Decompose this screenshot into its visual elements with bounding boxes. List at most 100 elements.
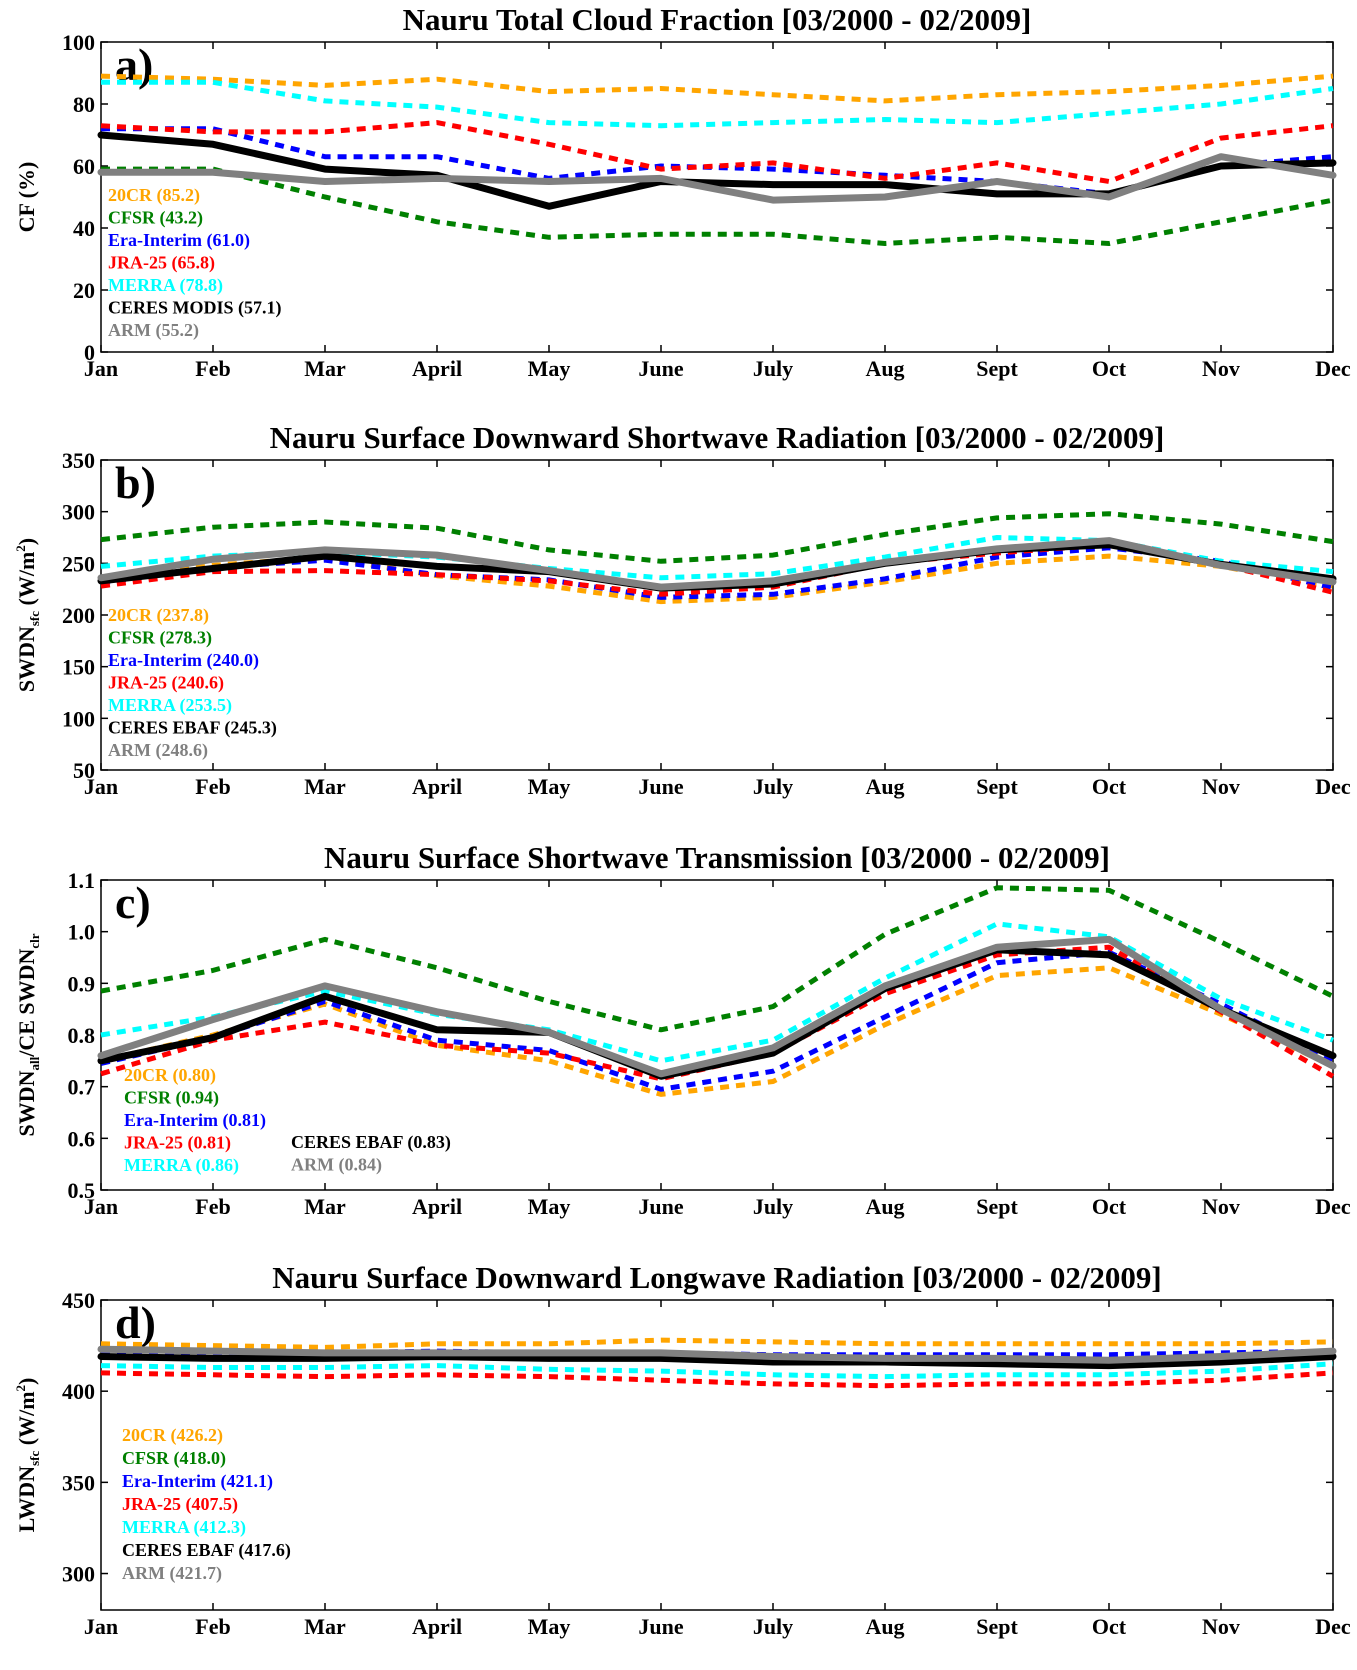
panel-label: d) <box>115 1297 156 1348</box>
x-tick-label: April <box>412 1614 462 1639</box>
series-line-20cr <box>100 73 1334 104</box>
series-line-jra-25 <box>100 1370 1334 1389</box>
x-tick-label: June <box>638 356 683 381</box>
legend-entry-era-interim: Era-Interim (240.0) <box>108 650 259 671</box>
x-tick-label: Aug <box>865 1194 904 1219</box>
legend-entry-merra: MERRA (78.8) <box>108 275 223 296</box>
legend-entry-merra: MERRA (412.3) <box>122 1517 246 1538</box>
y-tick-label: 350 <box>62 1470 95 1495</box>
x-tick-label: Sept <box>976 356 1018 381</box>
legend-entry-merra: MERRA (0.86) <box>124 1155 239 1176</box>
legend-entry-jra-25: JRA-25 (0.81) <box>124 1133 231 1154</box>
legend-entry-era-interim: Era-Interim (0.81) <box>124 1110 266 1131</box>
series-line-era-interim <box>101 126 1334 197</box>
x-tick-label: Sept <box>976 1614 1018 1639</box>
y-tick-label: 200 <box>62 603 95 628</box>
y-tick-label: 400 <box>62 1379 95 1404</box>
legend-entry-era-interim: Era-Interim (61.0) <box>108 230 250 251</box>
y-axis-label: SWDNall/CE SWDNclr <box>14 933 42 1136</box>
legend-entry-ceres-ebaf: CERES EBAF (245.3) <box>108 718 277 739</box>
y-tick-label: 300 <box>62 500 95 525</box>
x-tick-label: Feb <box>195 1194 230 1219</box>
legend-entry-ceres-ebaf: CERES EBAF (417.6) <box>122 1540 291 1561</box>
x-tick-label: July <box>753 1194 793 1219</box>
legend-entry-jra-25: JRA-25 (240.6) <box>108 673 224 694</box>
y-tick-label: 0.7 <box>68 1075 96 1100</box>
y-tick-label: 1.0 <box>68 920 96 945</box>
series-line-20cr <box>100 965 1335 1097</box>
legend-entry-ceres-ebaf: CERES EBAF (0.83) <box>291 1132 451 1153</box>
panel-label: b) <box>115 457 156 508</box>
y-tick-label: 50 <box>73 758 95 783</box>
chart-title: Nauru Total Cloud Fraction [03/2000 - 02… <box>403 2 1032 37</box>
x-tick-label: July <box>753 774 793 799</box>
y-tick-label: 60 <box>73 154 95 179</box>
y-tick-label: 350 <box>62 448 95 473</box>
x-tick-label: Oct <box>1092 774 1127 799</box>
x-tick-label: Mar <box>304 356 346 381</box>
series-line-20cr <box>100 1337 1334 1350</box>
y-tick-label: 0.6 <box>68 1126 96 1151</box>
x-tick-label: Jan <box>84 774 118 799</box>
x-tick-label: Jan <box>84 356 118 381</box>
x-tick-label: May <box>528 356 571 381</box>
legend-entry-20cr: 20CR (426.2) <box>122 1425 223 1446</box>
plot-area <box>100 1299 1334 1611</box>
x-tick-label: Jan <box>84 1194 118 1219</box>
x-tick-label: Nov <box>1202 1194 1240 1219</box>
legend-entry-merra: MERRA (253.5) <box>108 695 232 716</box>
series-line-arm <box>97 153 1337 204</box>
y-axis-label: SWDNsfc (W/m2) <box>13 538 42 692</box>
x-tick-label: Aug <box>865 774 904 799</box>
series-line-ceres-modis <box>97 131 1337 210</box>
x-tick-label: Dec <box>1315 774 1351 799</box>
legend-entry-arm: ARM (421.7) <box>122 1563 222 1584</box>
legend-entry-ceres-modis: CERES MODIS (57.1) <box>108 298 282 319</box>
x-tick-label: Nov <box>1202 356 1240 381</box>
x-tick-label: Feb <box>195 1614 230 1639</box>
y-tick-label: 100 <box>62 30 95 55</box>
x-tick-label: Oct <box>1092 1614 1127 1639</box>
legend-entry-jra-25: JRA-25 (407.5) <box>122 1494 238 1515</box>
y-tick-label: 0.9 <box>68 971 96 996</box>
x-tick-label: Dec <box>1315 1194 1351 1219</box>
y-tick-label: 0.8 <box>68 1023 96 1048</box>
plot-area <box>100 459 1334 771</box>
x-tick-label: Mar <box>304 1194 346 1219</box>
x-tick-label: April <box>412 774 462 799</box>
y-axis-label: CF (%) <box>14 162 39 233</box>
legend-entry-arm: ARM (248.6) <box>108 740 208 761</box>
y-tick-label: 0.5 <box>68 1178 96 1203</box>
legend-entry-cfsr: CFSR (418.0) <box>122 1448 226 1469</box>
y-tick-label: 450 <box>62 1288 95 1313</box>
y-tick-label: 300 <box>62 1562 95 1587</box>
panel-label: c) <box>115 877 151 928</box>
x-tick-label: June <box>638 1614 683 1639</box>
legend-entry-cfsr: CFSR (0.94) <box>124 1088 219 1109</box>
series-line-ceres-ebaf <box>97 1353 1337 1370</box>
panel-a: Nauru Total Cloud Fraction [03/2000 - 02… <box>14 2 1351 381</box>
chart-title: Nauru Surface Downward Longwave Radiatio… <box>272 1260 1162 1295</box>
y-tick-label: 250 <box>62 551 95 576</box>
legend-entry-cfsr: CFSR (43.2) <box>108 208 203 229</box>
y-tick-label: 0 <box>84 340 95 365</box>
y-tick-label: 40 <box>73 216 95 241</box>
series-line-jra-25 <box>100 120 1334 184</box>
x-tick-label: April <box>412 1194 462 1219</box>
legend-entry-20cr: 20CR (0.80) <box>124 1065 216 1086</box>
panel-c: Nauru Surface Shortwave Transmission [03… <box>14 840 1351 1219</box>
series-line-merra <box>100 1361 1334 1380</box>
x-tick-label: Mar <box>304 1614 346 1639</box>
series-line-merra <box>100 921 1334 1064</box>
x-tick-label: May <box>528 774 571 799</box>
x-tick-label: Dec <box>1315 356 1351 381</box>
x-tick-label: Dec <box>1315 1614 1351 1639</box>
panel-b: Nauru Surface Downward Shortwave Radiati… <box>13 420 1351 799</box>
series-line-arm <box>97 1345 1337 1364</box>
panel-d: Nauru Surface Downward Longwave Radiatio… <box>13 1260 1351 1639</box>
series-line-ceres-ebaf <box>97 946 1337 1080</box>
x-tick-label: Nov <box>1202 774 1240 799</box>
x-tick-label: Oct <box>1092 356 1127 381</box>
x-tick-label: July <box>753 356 793 381</box>
